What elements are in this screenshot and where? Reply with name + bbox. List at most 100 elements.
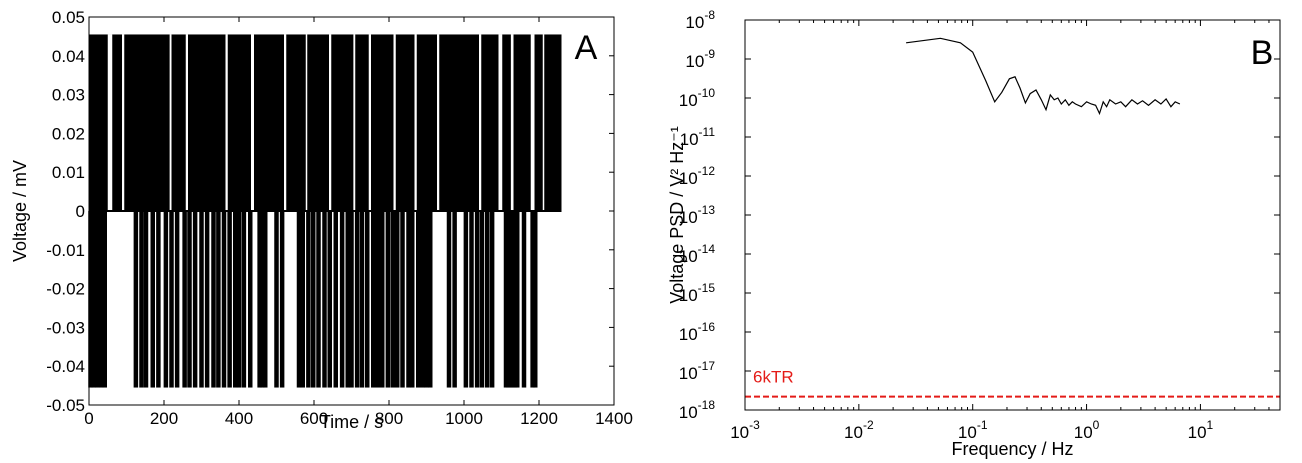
signal-gap-7 xyxy=(305,34,308,211)
negative-pulse-40 xyxy=(345,211,350,388)
negative-pulse-24 xyxy=(241,211,247,388)
negative-pulse-51 xyxy=(400,211,405,388)
negative-pulse-1 xyxy=(91,211,96,388)
b-y-tick-label-0: 10-18 xyxy=(679,398,716,422)
negative-pulse-27 xyxy=(260,211,265,388)
negative-pulse-22 xyxy=(233,211,238,388)
negative-pulse-7 xyxy=(143,211,149,388)
negative-pulse-53 xyxy=(410,211,415,388)
b-x-tick-label-3: 100 xyxy=(1074,418,1100,442)
negative-pulse-2 xyxy=(95,211,100,388)
b-x-tick-label-2: 10-1 xyxy=(958,418,988,442)
negative-pulse-19 xyxy=(216,211,221,388)
negative-pulse-59 xyxy=(452,211,457,388)
a-y-tick-label-6: 0.01 xyxy=(52,163,85,182)
panel-b-letter: B xyxy=(1251,34,1274,72)
negative-pulse-71 xyxy=(515,211,520,388)
negative-pulse-56 xyxy=(424,211,429,388)
signal-gap-0 xyxy=(107,34,113,211)
negative-pulse-28 xyxy=(263,211,268,388)
negative-pulse-16 xyxy=(199,211,204,388)
negative-pulse-25 xyxy=(248,211,253,388)
negative-pulse-8 xyxy=(150,211,155,388)
panel-a-plot-area xyxy=(88,34,562,388)
negative-pulse-41 xyxy=(349,211,354,388)
negative-pulse-17 xyxy=(204,211,210,388)
negative-pulse-15 xyxy=(192,211,198,388)
negative-pulse-9 xyxy=(156,211,161,388)
signal-gap-18 xyxy=(542,34,545,211)
negative-pulse-13 xyxy=(182,211,187,388)
negative-pulse-26 xyxy=(257,211,262,388)
a-x-tick-label-7: 1400 xyxy=(595,409,633,428)
b-y-tick-label-3: 10-15 xyxy=(679,281,716,305)
negative-pulse-30 xyxy=(279,211,285,388)
negative-pulse-35 xyxy=(316,211,321,388)
panel-a-letter: A xyxy=(575,29,598,67)
b-x-tick-label-1: 10-2 xyxy=(844,418,874,442)
negative-pulse-29 xyxy=(274,211,279,388)
signal-gap-4 xyxy=(225,34,228,211)
negative-pulse-64 xyxy=(485,211,490,388)
negative-pulse-34 xyxy=(311,211,316,388)
a-y-tick-label-1: -0.04 xyxy=(46,357,85,376)
negative-pulse-36 xyxy=(322,211,327,388)
a-y-tick-label-9: 0.04 xyxy=(52,47,85,66)
negative-pulse-11 xyxy=(169,211,174,388)
signal-gap-10 xyxy=(368,34,371,211)
b-y-tick-label-8: 10-10 xyxy=(679,86,716,110)
negative-pulse-55 xyxy=(420,211,425,388)
negative-pulse-65 xyxy=(489,211,495,388)
a-x-tick-label-5: 1000 xyxy=(445,409,483,428)
negative-pulse-48 xyxy=(385,211,391,388)
b-y-tick-label-2: 10-16 xyxy=(679,320,716,344)
negative-pulse-12 xyxy=(174,211,180,388)
a-x-tick-label-6: 1200 xyxy=(520,409,558,428)
signal-gap-2 xyxy=(169,34,172,211)
a-y-tick-label-10: 0.05 xyxy=(52,8,85,27)
a-y-tick-label-4: -0.01 xyxy=(46,241,85,260)
negative-pulse-72 xyxy=(521,211,527,388)
signal-gap-14 xyxy=(479,34,482,211)
a-y-tick-label-0: -0.05 xyxy=(46,396,85,415)
b-y-tick-label-4: 10-14 xyxy=(679,242,716,266)
negative-pulse-46 xyxy=(375,211,380,388)
positive-signal-block xyxy=(89,34,562,212)
b-y-tick-label-1: 10-17 xyxy=(679,359,716,383)
a-y-tick-label-5: 0 xyxy=(76,202,85,221)
a-y-tick-label-8: 0.03 xyxy=(52,86,85,105)
signal-gap-15 xyxy=(498,34,503,211)
a-y-tick-label-7: 0.02 xyxy=(52,124,85,143)
signal-gap-5 xyxy=(251,34,254,211)
a-y-tick-label-3: -0.02 xyxy=(46,280,85,299)
reference-line-label: 6kTR xyxy=(753,368,794,387)
negative-pulse-73 xyxy=(530,211,535,388)
negative-pulse-38 xyxy=(333,211,338,388)
negative-pulse-62 xyxy=(474,211,480,388)
b-y-tick-label-6: 10-12 xyxy=(679,164,716,188)
signal-gap-1 xyxy=(122,34,125,211)
negative-pulse-23 xyxy=(236,211,242,388)
negative-pulse-61 xyxy=(469,211,474,388)
negative-pulse-6 xyxy=(139,211,144,388)
negative-pulse-52 xyxy=(406,211,411,388)
signal-gap-6 xyxy=(284,34,287,211)
panel-b-x-axis-title: Frequency / Hz xyxy=(951,439,1073,459)
negative-pulse-21 xyxy=(227,211,232,388)
negative-pulse-3 xyxy=(99,211,104,388)
negative-pulse-60 xyxy=(463,211,469,388)
negative-pulse-42 xyxy=(354,211,360,388)
negative-pulse-10 xyxy=(163,211,169,388)
negative-pulse-58 xyxy=(446,211,452,388)
a-x-tick-label-0: 0 xyxy=(84,409,93,428)
signal-gap-3 xyxy=(185,34,188,211)
psd-series-line xyxy=(906,37,1181,116)
negative-pulse-31 xyxy=(296,211,302,388)
signal-gap-8 xyxy=(329,34,332,211)
negative-pulse-50 xyxy=(395,211,400,388)
negative-pulse-44 xyxy=(365,211,370,388)
a-x-tick-label-3: 600 xyxy=(300,409,328,428)
negative-pulse-4 xyxy=(102,211,107,388)
signal-gap-17 xyxy=(530,34,535,211)
